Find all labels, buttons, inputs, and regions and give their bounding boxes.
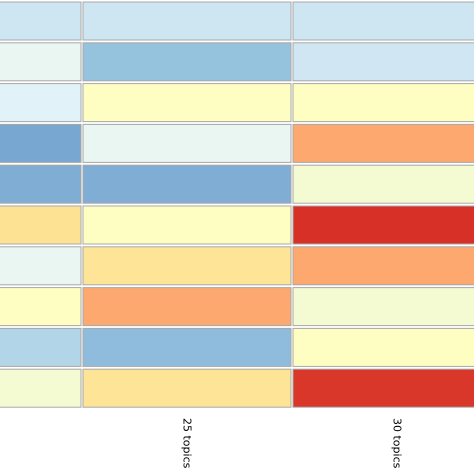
- x-tick-label-2: 25 topics: [181, 418, 194, 469]
- heatmap-cell-r3-c3: [292, 83, 474, 123]
- x-tick-label-3: 30 topics: [391, 418, 404, 469]
- heatmap-cell-r9-c1: [0, 327, 82, 367]
- heatmap-cell-r6-c2: [82, 205, 292, 245]
- x-tick-labels: 25 topics 30 topics: [181, 418, 404, 469]
- heatmap-cell-r7-c2: [82, 246, 292, 286]
- heatmap-cell-r6-c3: [292, 205, 474, 245]
- heatmap-cell-r8-c2: [82, 287, 292, 327]
- heatmap-cell-r10-c3: [292, 368, 474, 408]
- heatmap-cell-r1-c1: [0, 1, 82, 41]
- heatmap-cell-r8-c3: [292, 287, 474, 327]
- heatmap-cell-r2-c3: [292, 42, 474, 82]
- heatmap-cells: [0, 1, 474, 408]
- heatmap-cell-r3-c2: [82, 83, 292, 123]
- heatmap-cell-r10-c2: [82, 368, 292, 408]
- heatmap-cell-r5-c2: [82, 164, 292, 204]
- heatmap-cell-r3-c1: [0, 83, 82, 123]
- heatmap-cell-r9-c2: [82, 327, 292, 367]
- heatmap-cell-r7-c3: [292, 246, 474, 286]
- heatmap-cell-r4-c2: [82, 123, 292, 163]
- heatmap-cell-r1-c2: [82, 1, 292, 41]
- heatmap-cell-r4-c3: [292, 123, 474, 163]
- heatmap-cell-r7-c1: [0, 246, 82, 286]
- heatmap-cell-r4-c1: [0, 123, 82, 163]
- heatmap-cell-r5-c3: [292, 164, 474, 204]
- heatmap-cell-r9-c3: [292, 327, 474, 367]
- heatmap-cell-r2-c2: [82, 42, 292, 82]
- heatmap-cell-r6-c1: [0, 205, 82, 245]
- heatmap-cell-r10-c1: [0, 368, 82, 408]
- heatmap-cell-r1-c3: [292, 1, 474, 41]
- heatmap-cell-r5-c1: [0, 164, 82, 204]
- heatmap-cell-r2-c1: [0, 42, 82, 82]
- heatmap-cell-r8-c1: [0, 287, 82, 327]
